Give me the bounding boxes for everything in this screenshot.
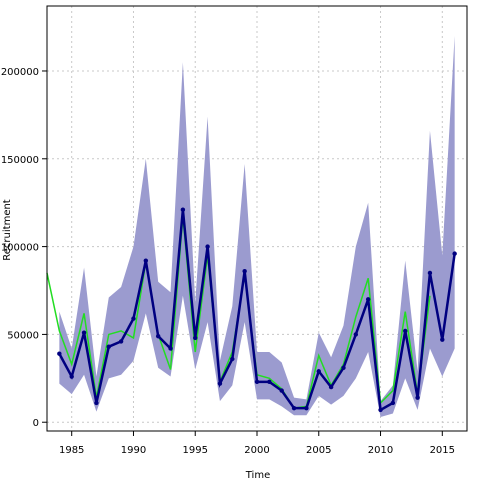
estimate-point-1993 xyxy=(168,346,173,351)
estimate-point-2007 xyxy=(341,365,346,370)
estimate-point-1995 xyxy=(193,335,198,341)
y-tick-label-0: 0 xyxy=(33,418,39,429)
estimate-point-2005 xyxy=(316,369,321,374)
x-tick-label-2015: 2015 xyxy=(430,445,455,456)
estimate-point-1988 xyxy=(106,344,111,349)
y-axis-label: Recruitment xyxy=(2,199,13,261)
estimate-point-2008 xyxy=(353,332,359,337)
x-tick-label-1985: 1985 xyxy=(59,445,84,456)
estimate-point-2009 xyxy=(365,297,371,302)
estimate-point-2011 xyxy=(390,400,396,406)
estimate-point-1985 xyxy=(69,374,74,379)
series-points-layer xyxy=(57,207,457,413)
estimate-point-1996 xyxy=(205,244,210,249)
x-tick-label-1990: 1990 xyxy=(121,445,146,456)
estimate-point-2001 xyxy=(267,379,272,385)
confidence-band xyxy=(59,35,455,417)
x-tick-label-1995: 1995 xyxy=(183,445,208,456)
estimate-point-2006 xyxy=(328,384,334,390)
estimate-point-1999 xyxy=(242,268,247,274)
estimate-point-1990 xyxy=(131,316,136,321)
estimate-point-1984 xyxy=(57,351,62,356)
estimate-point-1991 xyxy=(143,258,149,263)
x-tick-label-2010: 2010 xyxy=(368,445,393,456)
confidence-band-layer xyxy=(59,35,455,417)
y-axis: 0 50000 100000 150000 200000 xyxy=(1,67,47,429)
estimate-point-2003 xyxy=(291,405,297,411)
x-tick-label-2000: 2000 xyxy=(244,445,269,456)
estimate-point-1998 xyxy=(230,356,235,362)
estimate-point-1989 xyxy=(118,339,124,344)
x-axis: 1985 1990 1995 2000 2005 2010 2015 xyxy=(59,431,455,456)
estimate-point-2016 xyxy=(452,251,457,256)
y-tick-label-150000: 150000 xyxy=(1,155,39,166)
estimate-point-2010 xyxy=(378,407,383,413)
estimate-point-1992 xyxy=(155,333,161,339)
y-tick-label-100000: 100000 xyxy=(1,243,39,254)
estimate-point-2000 xyxy=(254,379,260,385)
estimate-point-2004 xyxy=(304,405,309,411)
estimate-point-1987 xyxy=(94,400,99,406)
x-axis-label: Time xyxy=(245,470,270,480)
x-tick-label-2005: 2005 xyxy=(306,445,331,456)
grid xyxy=(47,6,467,431)
estimate-point-2012 xyxy=(403,328,408,334)
estimate-point-2013 xyxy=(415,395,420,400)
estimate-point-2002 xyxy=(279,388,284,393)
estimate-point-2014 xyxy=(427,270,433,276)
y-tick-label-50000: 50000 xyxy=(7,330,39,341)
estimate-point-1997 xyxy=(217,381,223,386)
y-tick-label-200000: 200000 xyxy=(1,67,39,78)
estimate-point-2015 xyxy=(440,337,445,342)
estimate-point-1986 xyxy=(81,330,87,335)
estimate-point-1994 xyxy=(180,207,186,212)
